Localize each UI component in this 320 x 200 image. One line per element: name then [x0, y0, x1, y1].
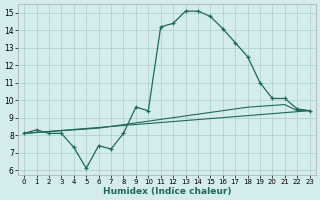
X-axis label: Humidex (Indice chaleur): Humidex (Indice chaleur)	[103, 187, 231, 196]
